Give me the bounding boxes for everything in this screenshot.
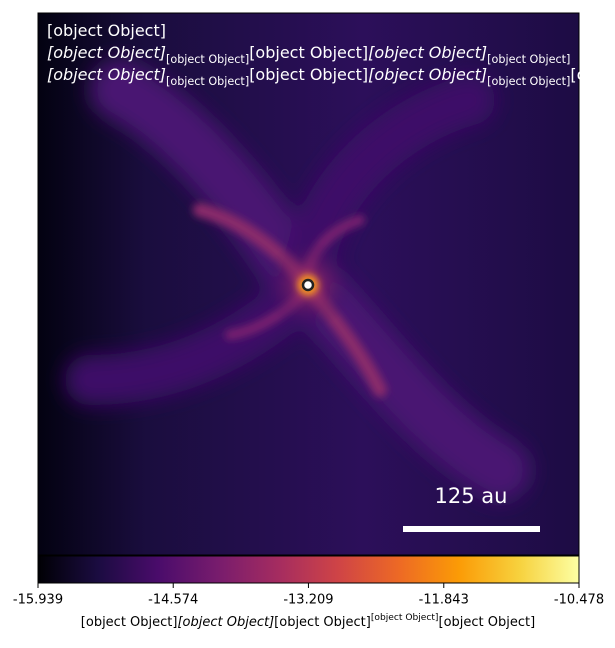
- text-segment: [object Object]: [166, 75, 249, 88]
- text-segment: [object Object]: [47, 65, 166, 84]
- text-segment: [object Object]: [81, 615, 178, 630]
- colorbar-label: [object Object][object Object][object Ob…: [81, 613, 535, 630]
- annotation: [object Object][object Object][object Ob…: [47, 43, 570, 66]
- text-segment: [object Object]: [487, 75, 570, 88]
- text-segment: [object Object]: [368, 65, 487, 84]
- text-segment: [object Object]: [487, 53, 570, 66]
- annotations: [object Object][object Object][object Ob…: [47, 21, 615, 88]
- axes-frame: [37, 12, 580, 556]
- colorbar-tick-label: -10.478: [554, 593, 604, 608]
- text-segment: [object Object]: [371, 613, 439, 623]
- scale-bar: [403, 526, 540, 532]
- text-segment: [object Object]: [570, 65, 615, 84]
- colorbar: [37, 555, 580, 584]
- annotation: [object Object]: [47, 21, 166, 40]
- colorbar-tick-label: -13.209: [283, 593, 333, 608]
- colorbar-tick-label: -15.939: [13, 593, 63, 608]
- text-segment: [object Object]: [177, 615, 274, 630]
- text-segment: [object Object]: [368, 43, 487, 62]
- text-segment: [object Object]: [439, 615, 536, 630]
- colorbar-tick-label: -11.843: [419, 593, 469, 608]
- text-segment: [object Object]: [249, 65, 368, 84]
- annotation: [object Object][object Object][object Ob…: [47, 65, 615, 88]
- sink-marker: [301, 278, 315, 292]
- text-segment: [object Object]: [249, 43, 368, 62]
- colorbar-tick-label: -14.574: [148, 593, 198, 608]
- text-segment: [object Object]: [47, 21, 166, 40]
- scale-bar-label: 125 au: [435, 484, 508, 508]
- text-segment: [object Object]: [166, 53, 249, 66]
- text-segment: [object Object]: [274, 615, 371, 630]
- text-segment: [object Object]: [47, 43, 166, 62]
